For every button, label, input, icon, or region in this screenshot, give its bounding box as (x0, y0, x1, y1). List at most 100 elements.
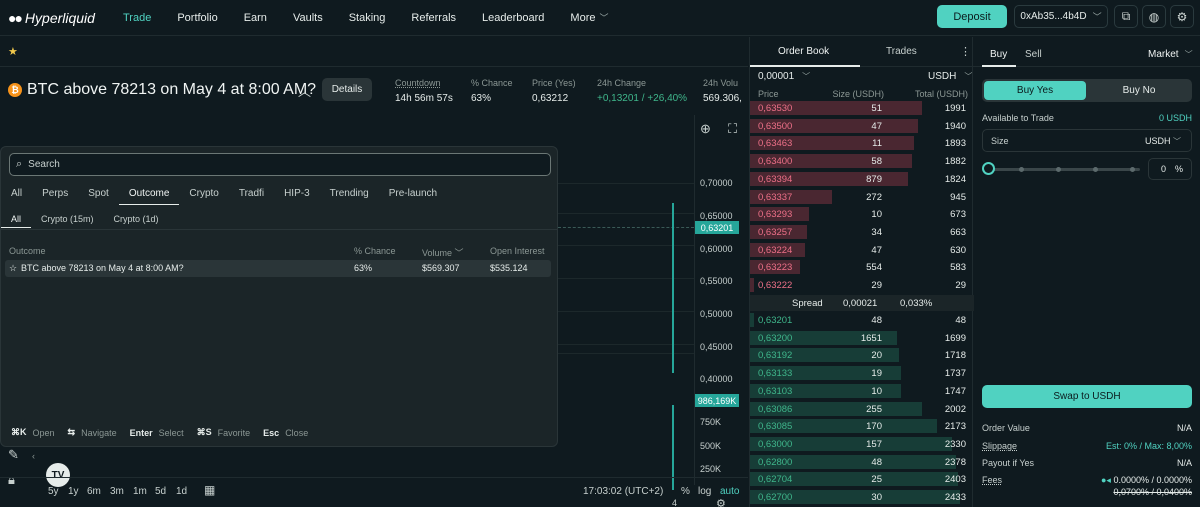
tradingview-logo-icon[interactable]: TV (46, 463, 70, 487)
lock-icon[interactable]: 🔒︎ (8, 472, 15, 487)
tab-pre-launch[interactable]: Pre-launch (388, 188, 438, 199)
bid-row[interactable]: 0,63000 157 2330 (750, 436, 972, 452)
swap-to-usdh-button[interactable]: Swap to USDH (982, 385, 1192, 408)
subtab-all[interactable]: All (1, 210, 32, 228)
globe-icon[interactable]: ◍ (1142, 5, 1166, 28)
details-button[interactable]: Details (322, 78, 372, 101)
size-input[interactable]: Size USDH ﹀ (982, 129, 1192, 152)
bid-row[interactable]: 0,62700 30 2433 (750, 490, 972, 505)
star-icon[interactable]: ★ (8, 46, 18, 58)
tab-sell[interactable]: Sell (1025, 49, 1042, 60)
axis-settings-icon[interactable]: ⚙ (716, 498, 726, 507)
ask-row[interactable]: 0,63530 51 1991 (750, 101, 972, 116)
order-type-select[interactable]: Market ﹀ (1148, 49, 1193, 60)
collapse-toolbar-icon[interactable]: ‹ (32, 451, 35, 461)
tab-perps[interactable]: Perps (42, 188, 69, 199)
bid-row[interactable]: 0,63086 255 2002 (750, 401, 972, 417)
more-options-icon[interactable]: ⋮ (960, 46, 971, 58)
tab-outcome[interactable]: Outcome (118, 185, 180, 205)
market-title[interactable]: BTC above 78213 on May 4 at 8:00 AM? (27, 81, 317, 98)
range-5d[interactable]: 5d (155, 486, 167, 497)
auto-scale-toggle[interactable]: auto (720, 486, 740, 497)
size-unit-select[interactable]: USDH ﹀ (1145, 136, 1181, 147)
bid-row[interactable]: 0,62704 25 2403 (750, 472, 972, 487)
subtab-crypto-1d[interactable]: Crypto (1d) (113, 214, 159, 224)
slippage-value[interactable]: Est: 0% / Max: 8,00% (1105, 441, 1192, 451)
ask-row[interactable]: 0,63337 272 945 (750, 189, 972, 205)
percent-scale-toggle[interactable]: % (681, 486, 690, 497)
nav-leaderboard[interactable]: Leaderboard (482, 11, 545, 24)
bid-row[interactable]: 0,63103 10 1747 (750, 383, 972, 399)
slippage-label[interactable]: Slippage (982, 441, 1018, 451)
range-1y[interactable]: 1y (68, 486, 79, 497)
buy-yes-button[interactable]: Buy Yes (984, 81, 1086, 100)
ask-row[interactable]: 0,63463 11 1893 (750, 136, 972, 151)
tab-crypto[interactable]: Crypto (189, 188, 219, 199)
star-outline-icon[interactable]: ☆ (9, 263, 18, 273)
column-volume[interactable]: Volume ﹀ (422, 246, 464, 259)
nav-portfolio[interactable]: Portfolio (177, 11, 218, 24)
wallet-button[interactable]: 0xAb35...4b4D ﹀ (1014, 5, 1108, 28)
ask-row[interactable]: 0,63223 554 583 (750, 260, 972, 275)
tab-trending[interactable]: Trending (329, 188, 369, 199)
ask-row[interactable]: 0,63400 58 1882 (750, 154, 972, 169)
market-header: ₿ BTC above 78213 on May 4 at 8:00 AM? ︿… (0, 73, 748, 109)
bid-row[interactable]: 0,63200 1651 1699 (750, 330, 972, 346)
row-size: 272 (866, 191, 882, 203)
indicator-icon[interactable]: ⊕ (700, 121, 711, 136)
fullscreen-icon[interactable]: ⛶ (728, 121, 738, 136)
settings-icon[interactable]: ⚙ (1170, 5, 1194, 28)
depth-bar (750, 224, 807, 239)
price-chart[interactable]: ⊕ ⛶ 0,70000 0,65000 0,60000 0,55000 0,50… (0, 115, 748, 507)
search-result-row[interactable]: ☆ BTC above 78213 on May 4 at 8:00 AM? 6… (5, 260, 551, 277)
size-slider-track[interactable] (988, 168, 1140, 171)
subtab-crypto-15m[interactable]: Crypto (15m) (41, 214, 94, 224)
range-5y[interactable]: 5y (48, 486, 59, 497)
log-scale-toggle[interactable]: log (698, 486, 712, 497)
window-icon[interactable]: ⧉ (1114, 5, 1138, 28)
nav-earn[interactable]: Earn (243, 11, 267, 24)
chevron-up-icon[interactable]: ︿ (298, 84, 312, 99)
search-input[interactable] (28, 159, 550, 170)
bid-row[interactable]: 0,62800 48 2378 (750, 454, 972, 470)
percent-input[interactable]: 0 % (1148, 158, 1192, 180)
bid-row[interactable]: 0,63192 20 1718 (750, 348, 972, 363)
tab-all[interactable]: All (11, 188, 23, 199)
bid-row[interactable]: 0,63133 19 1737 (750, 366, 972, 381)
range-3m[interactable]: 3m (110, 486, 124, 497)
tab-spot[interactable]: Spot (88, 188, 109, 199)
nav-more[interactable]: More ﹀ (557, 11, 621, 24)
search-box[interactable]: ⌕ (9, 153, 551, 176)
row-total: 2173 (944, 421, 966, 433)
nav-trade[interactable]: Trade (123, 11, 152, 24)
ask-row[interactable]: 0,63257 34 663 (750, 224, 972, 240)
chart-clock[interactable]: 17:03:02 (UTC+2) (583, 486, 664, 497)
brush-icon[interactable]: ✎ (8, 447, 19, 462)
ask-row[interactable]: 0,63224 47 630 (750, 242, 972, 258)
bid-row[interactable]: 0,63201 48 48 (750, 313, 972, 328)
ask-row[interactable]: 0,63500 47 1940 (750, 118, 972, 134)
unit-select[interactable]: USDH ﹀ (928, 71, 972, 82)
range-6m[interactable]: 6m (87, 486, 101, 497)
tick-size-select[interactable]: 0,00001 ﹀ (758, 71, 810, 82)
tab-buy[interactable]: Buy (990, 49, 1008, 60)
tab-tradfi[interactable]: Tradfi (238, 188, 265, 199)
tab-order-book[interactable]: Order Book (778, 46, 830, 57)
tab-trades[interactable]: Trades (886, 46, 917, 57)
nav-vaults[interactable]: Vaults (292, 11, 323, 24)
range-1d[interactable]: 1d (176, 486, 188, 497)
brand-logo[interactable]: ●● Hyperliquid (8, 10, 108, 26)
bid-row[interactable]: 0,63085 170 2173 (750, 419, 972, 434)
nav-referrals[interactable]: Referrals (411, 11, 457, 24)
ask-row[interactable]: 0,63222 29 29 (750, 278, 972, 293)
fees-label[interactable]: Fees (982, 475, 1003, 485)
tab-hip3[interactable]: HIP-3 (284, 188, 310, 199)
nav-staking[interactable]: Staking (348, 11, 386, 24)
range-1m[interactable]: 1m (133, 486, 147, 497)
calendar-icon[interactable]: ▦ (204, 483, 216, 497)
deposit-button[interactable]: Deposit (937, 5, 1007, 28)
ask-row[interactable]: 0,63394 879 1824 (750, 171, 972, 187)
size-slider-handle[interactable] (982, 162, 995, 175)
buy-no-button[interactable]: Buy No (1122, 85, 1156, 96)
ask-row[interactable]: 0,63293 10 673 (750, 207, 972, 222)
